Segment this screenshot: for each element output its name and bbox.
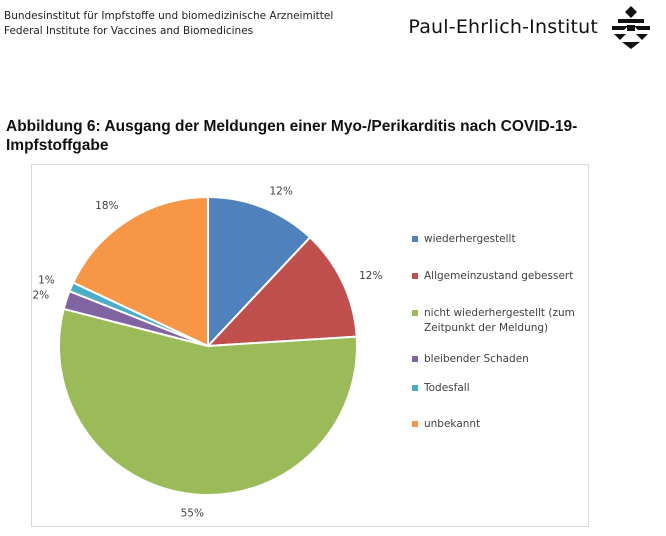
legend-item: Allgemeinzustand gebessert — [412, 269, 582, 284]
pei-emblem-icon — [612, 6, 650, 49]
legend-label: Allgemeinzustand gebessert — [424, 270, 574, 282]
legend-item: wiederhergestellt — [412, 232, 582, 247]
slice-data-label: 12% — [359, 270, 382, 282]
legend-swatch — [412, 310, 418, 316]
slice-data-label: 1% — [38, 275, 55, 287]
legend-swatch — [412, 385, 418, 391]
slice-data-label: 18% — [95, 200, 118, 212]
pie-slice — [71, 195, 209, 348]
slice-data-label: 12% — [269, 186, 292, 198]
legend-item: bleibender Schaden — [412, 352, 582, 367]
legend-label: wiederhergestellt — [424, 233, 516, 245]
legend-swatch — [412, 273, 418, 279]
chart-frame — [31, 164, 589, 527]
slice-data-label: 55% — [181, 507, 204, 519]
legend-swatch — [412, 356, 418, 362]
figure-title: Abbildung 6: Ausgang der Meldungen einer… — [6, 118, 578, 154]
legend-item: unbekannt — [412, 417, 582, 432]
legend-label: nicht wiederhergestellt (zum Zeitpunkt d… — [424, 307, 575, 334]
pie-slice — [58, 307, 358, 496]
legend-swatch — [412, 236, 418, 242]
pie-slice — [207, 195, 312, 349]
pie-slice — [205, 235, 358, 348]
institute-name-en: Federal Institute for Vaccines and Biome… — [4, 25, 254, 37]
institute-name: Bundesinstitut für Impfstoffe und biomed… — [4, 9, 333, 39]
legend-item: nicht wiederhergestellt (zum Zeitpunkt d… — [412, 306, 582, 336]
logo-text: Paul-Ehrlich-Institut — [408, 16, 598, 38]
legend-label: Todesfall — [424, 382, 470, 394]
legend-label: bleibender Schaden — [424, 353, 529, 365]
legend-item: Todesfall — [412, 381, 582, 396]
legend-label: unbekannt — [424, 418, 481, 430]
slice-data-label: 2% — [33, 289, 50, 301]
legend-swatch — [412, 421, 418, 427]
pei-logo: Paul-Ehrlich-Institut — [408, 4, 654, 50]
institute-name-de: Bundesinstitut für Impfstoffe und biomed… — [4, 10, 334, 22]
